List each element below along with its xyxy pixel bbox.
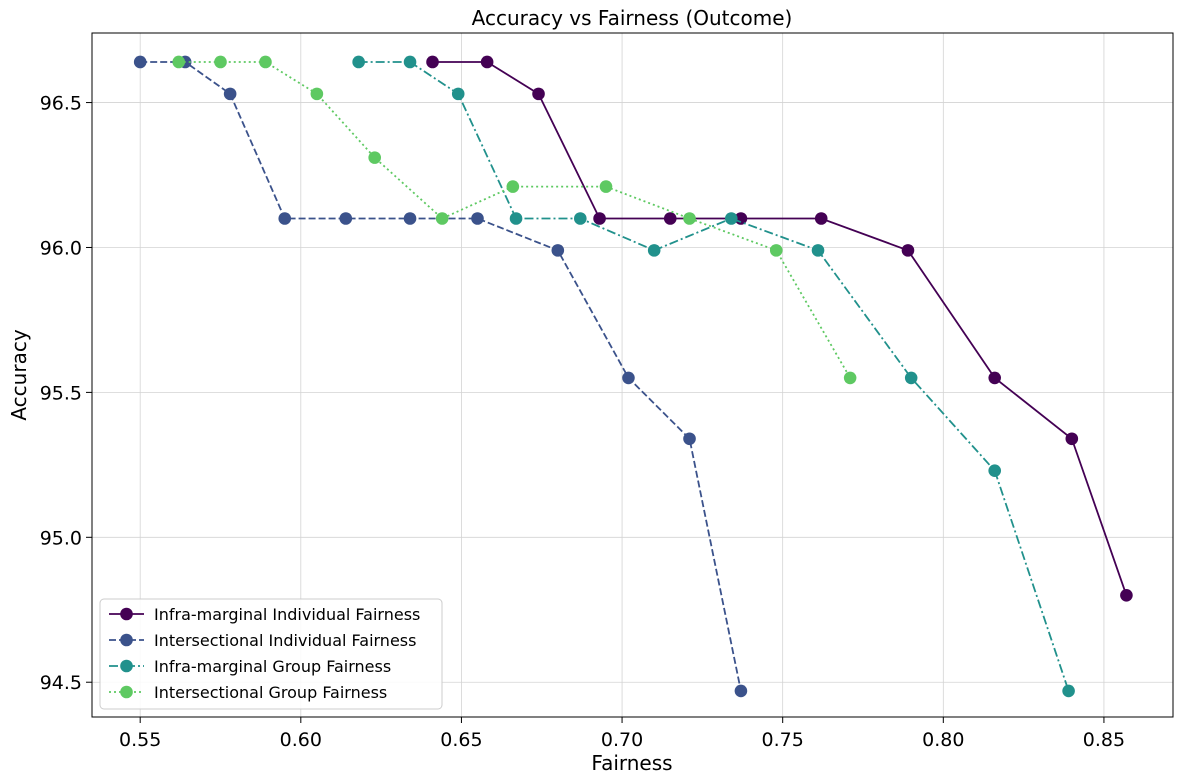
data-point xyxy=(904,371,918,385)
data-point xyxy=(622,371,635,385)
data-point xyxy=(988,371,1002,385)
data-point xyxy=(506,180,520,193)
legend-box xyxy=(99,598,443,710)
data-point xyxy=(509,212,523,225)
x-tick-label: 0.65 xyxy=(440,729,482,751)
x-tick-label: 0.55 xyxy=(119,729,161,751)
data-point xyxy=(435,212,449,225)
x-tick-label: 0.60 xyxy=(280,729,322,751)
data-point xyxy=(724,212,738,225)
legend-marker xyxy=(120,659,133,673)
data-point xyxy=(593,212,606,225)
data-point xyxy=(663,212,677,225)
plot-frame xyxy=(91,32,1174,718)
data-point xyxy=(532,87,545,101)
legend-item: Infra-marginal Group Fairness xyxy=(109,657,391,676)
data-point xyxy=(1065,432,1079,446)
legend: Infra-marginal Individual Fairness Inters… xyxy=(99,598,443,710)
series-4 xyxy=(172,55,857,385)
legend-marker xyxy=(120,685,133,699)
data-point xyxy=(471,212,484,225)
data-point xyxy=(734,684,748,698)
legend-marker xyxy=(120,607,133,621)
y-axis-label: Accuracy xyxy=(7,329,31,420)
data-point xyxy=(133,55,147,69)
data-point xyxy=(259,55,272,69)
data-point xyxy=(843,371,857,385)
y-tick-label: 95.0 xyxy=(40,527,82,549)
legend-label: Infra-marginal Individual Fairness xyxy=(154,605,420,624)
data-point xyxy=(769,244,783,257)
data-point xyxy=(214,55,227,69)
data-point xyxy=(599,180,613,193)
data-point xyxy=(573,212,587,225)
series-line xyxy=(358,61,1070,692)
x-tick-label: 0.80 xyxy=(922,729,964,751)
legend-label: Intersectional Group Fairness xyxy=(154,683,387,702)
data-point xyxy=(172,55,186,69)
data-point xyxy=(426,55,439,69)
y-tick-label: 95.5 xyxy=(40,382,82,404)
data-point xyxy=(480,55,494,69)
series-layer xyxy=(133,55,1133,698)
y-tick-label: 96.0 xyxy=(40,237,82,259)
data-point xyxy=(988,464,1002,477)
series-line xyxy=(432,61,1128,596)
legend-label: Infra-marginal Group Fairness xyxy=(154,657,391,676)
data-point xyxy=(368,151,381,164)
data-point xyxy=(403,55,417,69)
series-3 xyxy=(352,55,1075,698)
data-point xyxy=(278,212,292,225)
data-point xyxy=(339,212,353,225)
series-line xyxy=(178,61,851,379)
legend-item: Intersectional Group Fairness xyxy=(109,683,387,702)
chart-title: Accuracy vs Fairness (Outcome) xyxy=(472,6,793,30)
data-point xyxy=(352,55,365,69)
data-point xyxy=(814,212,828,225)
data-point xyxy=(647,244,661,257)
data-point xyxy=(403,212,417,225)
data-point xyxy=(901,244,915,257)
x-tick-label: 0.85 xyxy=(1083,729,1125,751)
x-tick-label: 0.70 xyxy=(601,729,643,751)
series-1 xyxy=(426,55,1133,602)
data-point xyxy=(683,432,696,446)
data-point xyxy=(551,244,565,257)
series-2 xyxy=(133,55,748,698)
legend-item: Intersectional Individual Fairness xyxy=(109,631,416,650)
data-point xyxy=(223,87,237,101)
x-axis-label: Fairness xyxy=(591,751,672,775)
data-point xyxy=(811,244,825,257)
y-tick-label: 96.5 xyxy=(40,93,82,115)
data-point xyxy=(683,212,696,225)
legend-marker xyxy=(120,633,133,647)
x-tick-label: 0.75 xyxy=(762,729,804,751)
legend-item: Infra-marginal Individual Fairness xyxy=(109,605,420,624)
data-point xyxy=(1120,588,1133,602)
data-point xyxy=(310,87,324,101)
data-point xyxy=(451,87,465,101)
grid-layer xyxy=(92,33,1173,717)
series-line xyxy=(140,61,742,692)
data-point xyxy=(1062,684,1075,698)
y-tick-label: 94.5 xyxy=(40,672,82,694)
ticks-layer: 0.55 0.60 0.65 0.70 0.75 0.80 0.85 94.5 95.0 95.5… xyxy=(40,93,1125,751)
legend-label: Intersectional Individual Fairness xyxy=(154,631,416,650)
